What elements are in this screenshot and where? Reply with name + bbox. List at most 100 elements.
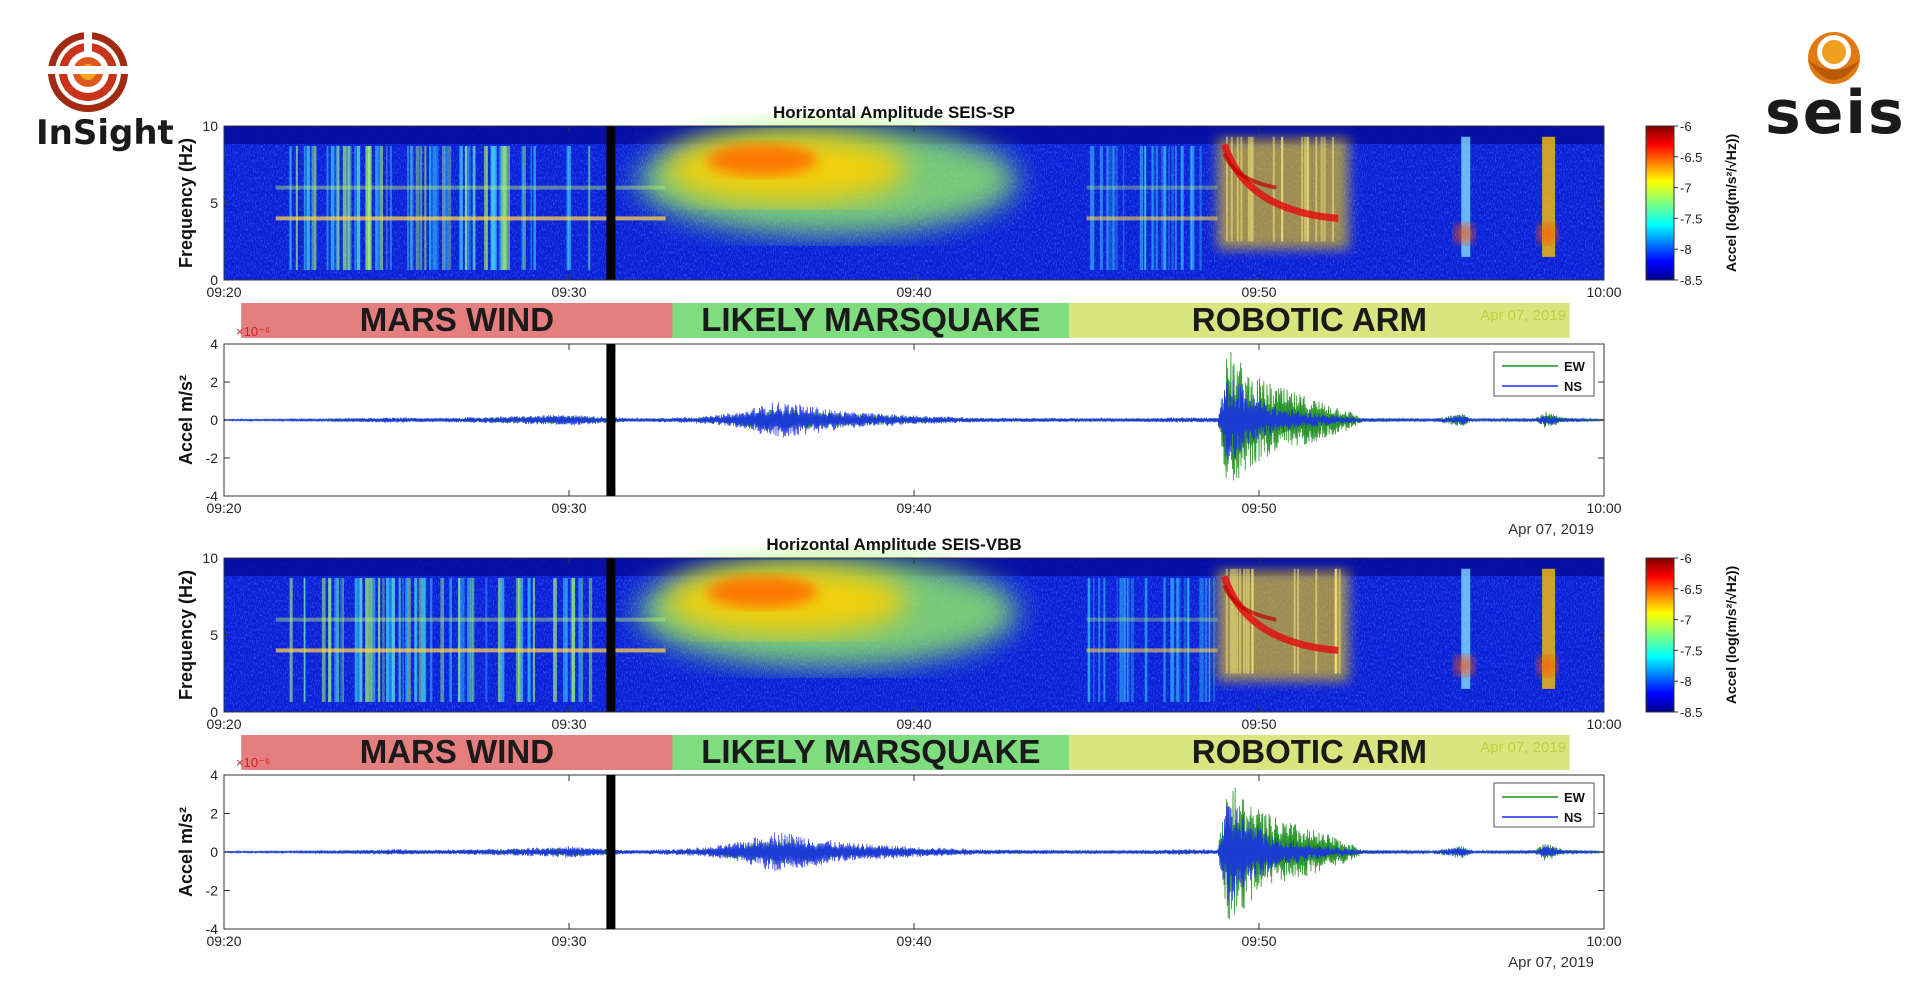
event-band <box>672 303 1070 338</box>
wind-stripe <box>506 146 510 270</box>
colorbar-tick-label: -6.5 <box>1680 582 1702 597</box>
wind-stripe <box>328 578 331 702</box>
wind-stripe <box>424 146 427 270</box>
wind-stripe <box>1126 578 1130 702</box>
x-tick-label: 09:30 <box>551 500 586 516</box>
wind-stripe <box>490 146 495 270</box>
wind-stripe <box>1092 146 1095 270</box>
y-tick-label: 4 <box>210 767 218 783</box>
wind-stripe <box>515 578 519 702</box>
colorbar-tick-label: -7.5 <box>1680 643 1702 658</box>
x-tick-label: 09:40 <box>896 933 931 949</box>
wind-stripe <box>473 146 476 270</box>
wind-stripe <box>311 146 314 270</box>
short-event-core <box>1537 655 1558 676</box>
wind-stripe <box>414 578 418 702</box>
wind-stripe <box>303 578 306 702</box>
event-band-label: MARS WIND <box>360 301 554 338</box>
colorbar-tick-label: -7.5 <box>1680 211 1702 226</box>
seis-logo-text: seis <box>1765 78 1906 148</box>
wind-stripe <box>530 146 533 270</box>
wind-stripe <box>1124 578 1126 702</box>
wind-stripe <box>470 578 474 702</box>
wind-stripe <box>1106 146 1108 270</box>
event-band-label: LIKELY MARSQUAKE <box>701 733 1040 770</box>
x-tick-label: 09:20 <box>206 500 241 516</box>
x-tick-label: 09:30 <box>551 284 586 300</box>
wind-stripe <box>579 578 582 702</box>
wind-stripe <box>303 146 306 270</box>
robotic-arm-stripe <box>1323 136 1326 242</box>
legend-entry: EW <box>1564 359 1586 374</box>
wind-stripe <box>418 578 423 702</box>
resonance-line <box>1086 648 1218 653</box>
wind-stripe <box>410 146 413 270</box>
seis-logo: seis <box>1765 32 1906 148</box>
wind-stripe <box>1151 146 1155 270</box>
robotic-arm-stripe <box>1236 136 1239 242</box>
wind-stripe <box>1115 146 1118 270</box>
y-tick-label: 0 <box>210 412 218 428</box>
short-event-core <box>1537 223 1558 244</box>
insight-mission-logo-icon <box>47 30 129 112</box>
wind-stripe <box>498 146 502 270</box>
wind-stripe <box>435 146 439 270</box>
robotic-arm-stripe <box>1240 136 1243 242</box>
wind-stripe <box>1130 578 1134 702</box>
colorbar-tick-label: -8.5 <box>1680 705 1702 720</box>
wind-stripe <box>1122 578 1124 702</box>
trace-ns <box>223 805 1605 901</box>
wind-stripe <box>1110 146 1112 270</box>
wind-stripe <box>1141 146 1144 270</box>
wind-stripe <box>522 146 526 270</box>
wind-stripe <box>347 146 352 270</box>
y-tick-label: 2 <box>210 806 218 822</box>
wind-stripe <box>354 578 358 702</box>
x-tick-label: 09:20 <box>206 933 241 949</box>
event-band-label: MARS WIND <box>360 733 554 770</box>
short-event-core <box>1454 223 1475 244</box>
wind-stripe <box>354 146 357 270</box>
robotic-arm-chirp <box>1221 143 1339 222</box>
marsquake-energy <box>707 575 818 608</box>
colorbar-label: Accel (log(m/s²/√Hz)) <box>1723 566 1739 704</box>
trace-ns <box>223 379 1605 461</box>
wind-stripe <box>1183 578 1186 702</box>
wind-stripe <box>1189 146 1193 270</box>
wind-stripe <box>1181 146 1184 270</box>
colorbar-tick-label: -8 <box>1680 242 1692 257</box>
wind-stripe <box>379 146 384 270</box>
robotic-arm-stripe <box>1245 568 1248 674</box>
robotic-arm-stripe <box>1293 568 1296 674</box>
robotic-arm-stripe <box>1334 568 1337 674</box>
colorbar-tick-label: -8.5 <box>1680 273 1702 288</box>
wind-stripe <box>1112 146 1115 270</box>
robotic-arm-stripe <box>1229 568 1232 674</box>
wind-stripe <box>1103 578 1106 702</box>
robotic-arm-stripe <box>1234 568 1237 674</box>
wind-stripe <box>335 578 339 702</box>
colorbar-tick-label: -6.5 <box>1680 150 1702 165</box>
robotic-arm-stripe <box>1280 136 1283 242</box>
wind-stripe <box>386 578 389 702</box>
chart-title: Horizontal Amplitude SEIS-SP <box>773 103 1015 122</box>
wind-stripe <box>357 578 362 702</box>
wind-stripe <box>1099 146 1103 270</box>
y-exponent-label: ×10⁻⁶ <box>236 755 270 770</box>
wind-stripe <box>467 146 471 270</box>
wind-stripe <box>1171 146 1174 270</box>
wind-stripe <box>588 146 590 270</box>
legend: EW NS <box>1493 782 1595 828</box>
robotic-arm-stripe <box>1236 568 1239 674</box>
legend-box <box>1493 351 1595 397</box>
wind-stripe <box>564 578 568 702</box>
wind-stripe <box>1139 146 1142 270</box>
wind-stripe <box>465 146 468 270</box>
wind-stripe <box>466 578 471 702</box>
legend-box <box>1493 782 1595 828</box>
wind-stripe <box>391 578 395 702</box>
x-tick-label: 10:00 <box>1586 284 1621 300</box>
wind-stripe <box>406 146 410 270</box>
wind-stripe <box>458 578 461 702</box>
wind-stripe <box>1164 578 1166 702</box>
